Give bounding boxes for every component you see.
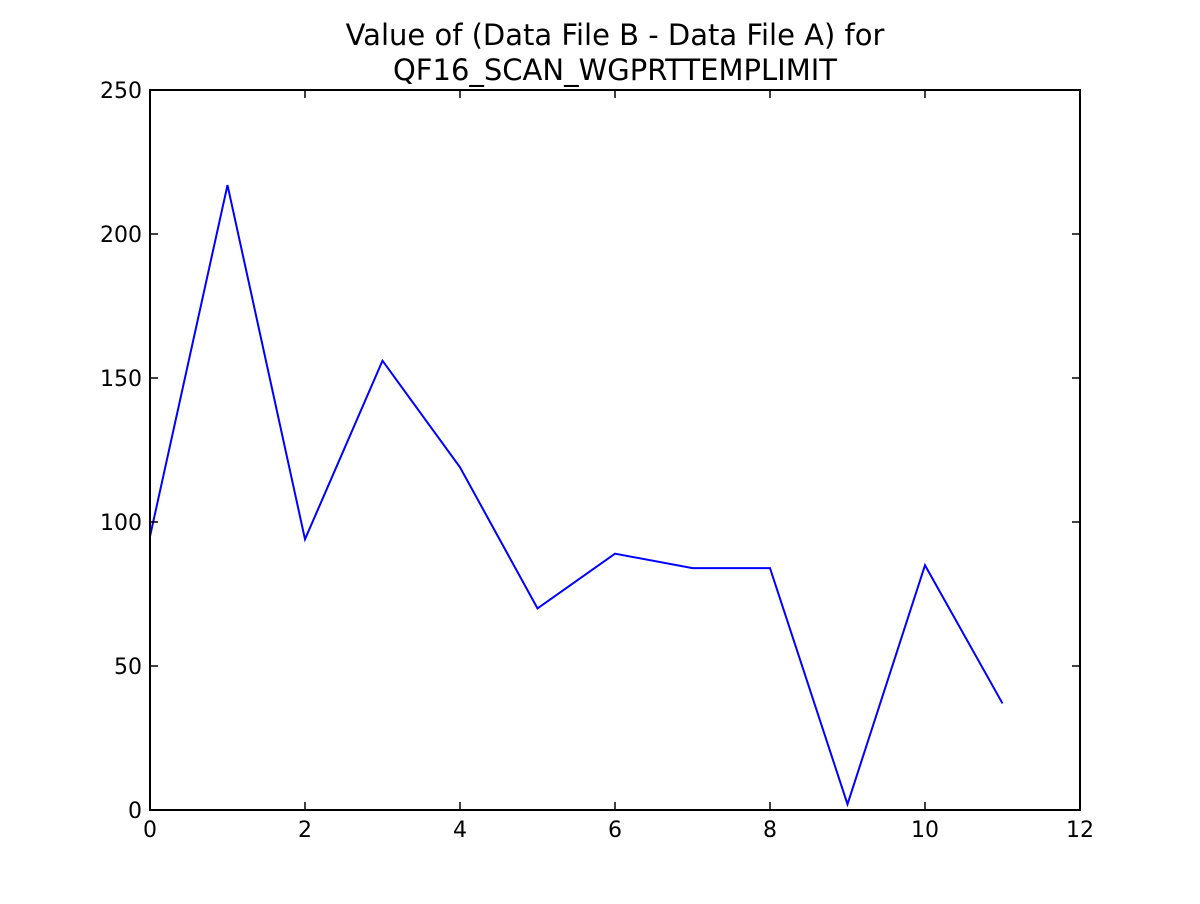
x-tick-label: 12 (1066, 818, 1094, 843)
y-tick-label: 50 (114, 655, 142, 680)
x-tick-label: 8 (763, 818, 777, 843)
y-tick-label: 0 (128, 799, 142, 824)
x-tick-label: 10 (911, 818, 939, 843)
chart-title-line-2: QF16_SCAN_WGPRTTEMPLIMIT (393, 53, 837, 87)
chart-title-line-1: Value of (Data File B - Data File A) for (346, 18, 885, 52)
x-tick-label: 6 (608, 818, 622, 843)
x-tick-label: 4 (453, 818, 467, 843)
plot-frame (149, 89, 1081, 811)
series-line-0 (149, 184, 1004, 808)
y-tick-label: 150 (100, 367, 142, 392)
y-tick-label: 100 (100, 511, 142, 536)
y-tick-label: 200 (100, 223, 142, 248)
x-tick-label: 2 (298, 818, 312, 843)
x-tick-label: 0 (143, 818, 157, 843)
y-tick-label: 250 (100, 79, 142, 104)
plot-area: 0 2 4 6 8 10 12 0 50 100 150 200 250 (100, 79, 1094, 843)
